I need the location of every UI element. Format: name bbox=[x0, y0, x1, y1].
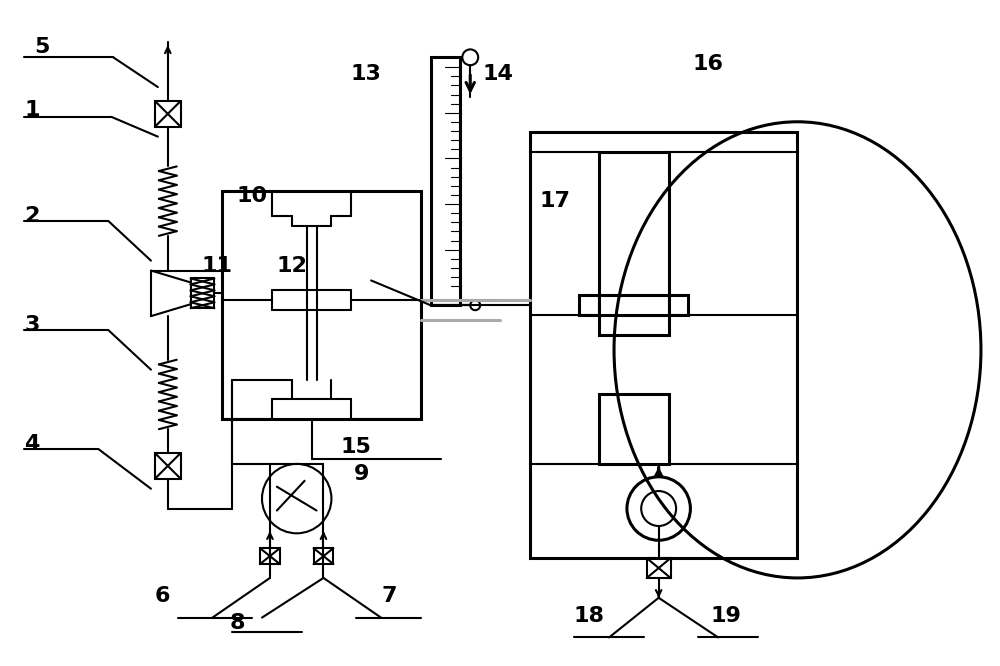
Text: 17: 17 bbox=[539, 191, 570, 211]
Text: 19: 19 bbox=[711, 605, 742, 625]
Text: 12: 12 bbox=[276, 256, 307, 276]
Bar bbox=[647, 558, 671, 578]
Bar bbox=[155, 453, 181, 479]
Text: 6: 6 bbox=[155, 586, 171, 606]
Text: 1: 1 bbox=[24, 100, 40, 120]
Text: 3: 3 bbox=[24, 315, 40, 335]
Text: 4: 4 bbox=[24, 434, 40, 454]
Text: 2: 2 bbox=[24, 206, 40, 226]
Bar bbox=[599, 394, 669, 464]
Text: 14: 14 bbox=[483, 64, 513, 84]
Text: 5: 5 bbox=[34, 37, 50, 57]
Text: 15: 15 bbox=[341, 437, 372, 457]
Bar bbox=[431, 57, 460, 305]
Bar bbox=[579, 295, 688, 315]
Bar bbox=[260, 548, 280, 564]
Bar bbox=[530, 132, 797, 558]
Text: 7: 7 bbox=[381, 586, 397, 606]
Bar bbox=[222, 191, 421, 420]
Bar bbox=[314, 548, 333, 564]
Text: 9: 9 bbox=[353, 464, 369, 484]
Text: 18: 18 bbox=[574, 605, 605, 625]
Text: 10: 10 bbox=[237, 186, 268, 206]
Bar bbox=[155, 101, 181, 127]
Bar bbox=[599, 152, 669, 335]
Text: 16: 16 bbox=[693, 54, 724, 75]
Text: 11: 11 bbox=[202, 256, 233, 276]
Text: 8: 8 bbox=[229, 613, 245, 633]
Text: 13: 13 bbox=[351, 64, 382, 84]
